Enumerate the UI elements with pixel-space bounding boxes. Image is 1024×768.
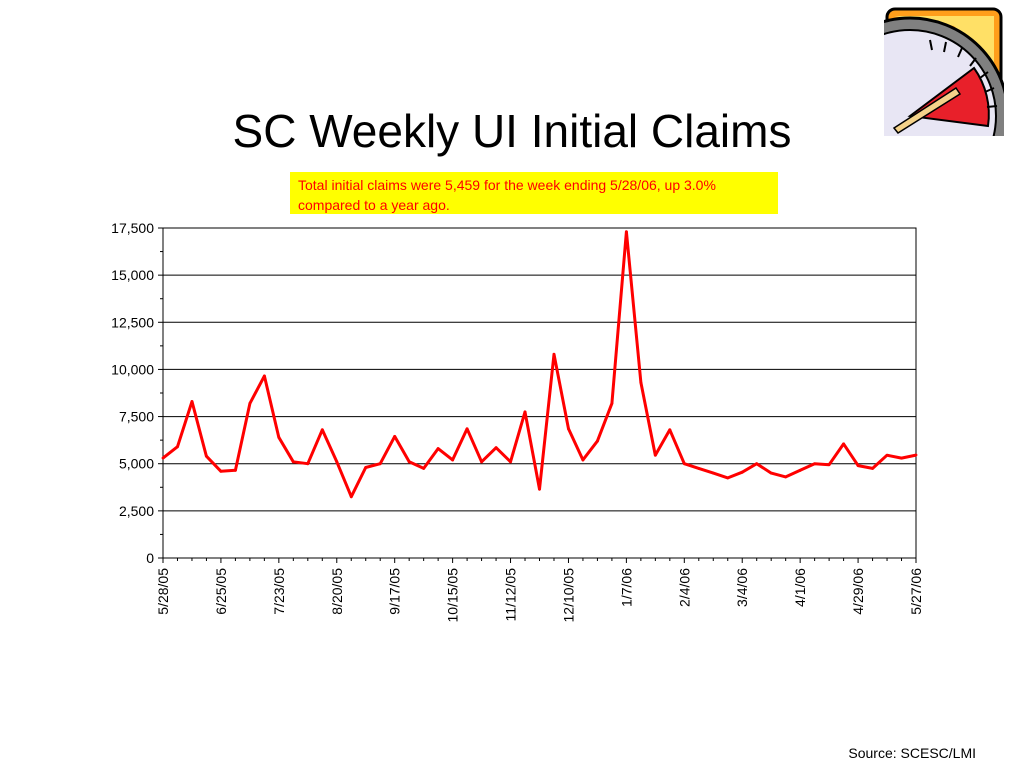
y-tick-label: 7,500 [119, 409, 154, 425]
data-point [624, 230, 628, 234]
data-point [581, 458, 585, 462]
summary-callout: Total initial claims were 5,459 for the … [290, 172, 778, 214]
x-tick-label: 10/15/05 [445, 568, 461, 623]
data-point [291, 460, 295, 464]
y-tick-label: 2,500 [119, 503, 154, 519]
data-point [610, 401, 614, 405]
x-tick-label: 1/7/06 [618, 568, 634, 607]
data-point [509, 460, 512, 464]
data-point [653, 453, 657, 457]
slide-title: SC Weekly UI Initial Claims [232, 105, 792, 157]
data-point [465, 427, 469, 431]
series-line [162, 230, 917, 499]
data-point [871, 467, 874, 470]
y-axis: 0 2,500 5,000 7,500 10,000 12,500 15,000 17,500 [111, 220, 163, 566]
x-tick-label: 7/23/05 [271, 568, 287, 615]
data-point [885, 453, 889, 457]
data-point [234, 468, 237, 472]
data-point [219, 469, 223, 473]
data-point [436, 447, 440, 451]
data-point [726, 476, 730, 480]
y-tick-label: 12,500 [111, 314, 154, 330]
data-point [494, 446, 498, 450]
data-point [900, 456, 903, 460]
data-point [205, 454, 208, 458]
y-tick-label: 15,000 [111, 267, 154, 283]
data-point [393, 434, 397, 438]
data-point [306, 462, 310, 466]
y-tick-label: 10,000 [111, 361, 154, 377]
x-tick-label: 9/17/05 [387, 568, 403, 615]
data-point [262, 374, 266, 378]
data-point [827, 463, 831, 467]
data-point [769, 471, 773, 475]
data-point [277, 435, 281, 439]
data-point [740, 470, 744, 474]
data-point [856, 464, 860, 467]
data-point [248, 401, 252, 405]
data-point [552, 352, 556, 356]
data-point [161, 456, 165, 460]
data-point [349, 495, 353, 499]
x-tick-label: 8/20/05 [329, 568, 345, 615]
x-tick-label: 4/1/06 [792, 568, 808, 607]
data-point [451, 458, 455, 462]
data-point [176, 445, 179, 449]
x-tick-label: 12/10/05 [560, 568, 576, 623]
gridlines [163, 274, 916, 512]
x-tick-label: 5/27/06 [908, 568, 924, 615]
data-point [914, 453, 918, 457]
x-tick-label: 3/4/06 [734, 568, 750, 607]
data-point [813, 462, 817, 466]
series-layer [161, 230, 918, 499]
data-point [523, 410, 527, 414]
plot-area-frame [162, 227, 917, 559]
data-point [668, 428, 672, 432]
data-point [596, 439, 599, 443]
data-point [480, 460, 483, 464]
data-point [697, 467, 701, 470]
y-tick-label: 5,000 [119, 456, 154, 472]
data-point [320, 428, 324, 432]
data-point [364, 466, 368, 469]
x-tick-label: 11/12/05 [503, 568, 519, 622]
data-point [711, 471, 715, 475]
data-point [422, 467, 426, 470]
data-point [407, 460, 411, 464]
data-point [682, 462, 686, 466]
data-point [378, 462, 382, 466]
x-tick-label: 4/29/06 [850, 568, 866, 615]
data-point [639, 381, 643, 385]
speedometer-gauge-icon [884, 7, 1004, 136]
x-axis: 5/28/05 6/25/05 7/23/05 8/20/05 9/17/05 10/15… [155, 558, 924, 623]
x-tick-label: 6/25/05 [213, 568, 229, 615]
x-tick-label: 5/28/05 [155, 568, 171, 615]
data-point [335, 460, 339, 464]
data-point [190, 400, 194, 403]
x-tick-label: 2/4/06 [676, 568, 692, 607]
data-point [755, 462, 759, 466]
data-point [538, 487, 541, 491]
y-tick-label: 0 [146, 550, 154, 566]
y-tick-label: 17,500 [111, 220, 154, 236]
source-note: Source: SCESC/LMI [848, 745, 976, 761]
data-point [798, 468, 802, 472]
data-point [784, 475, 788, 479]
data-point [842, 442, 845, 446]
data-point [567, 427, 570, 431]
